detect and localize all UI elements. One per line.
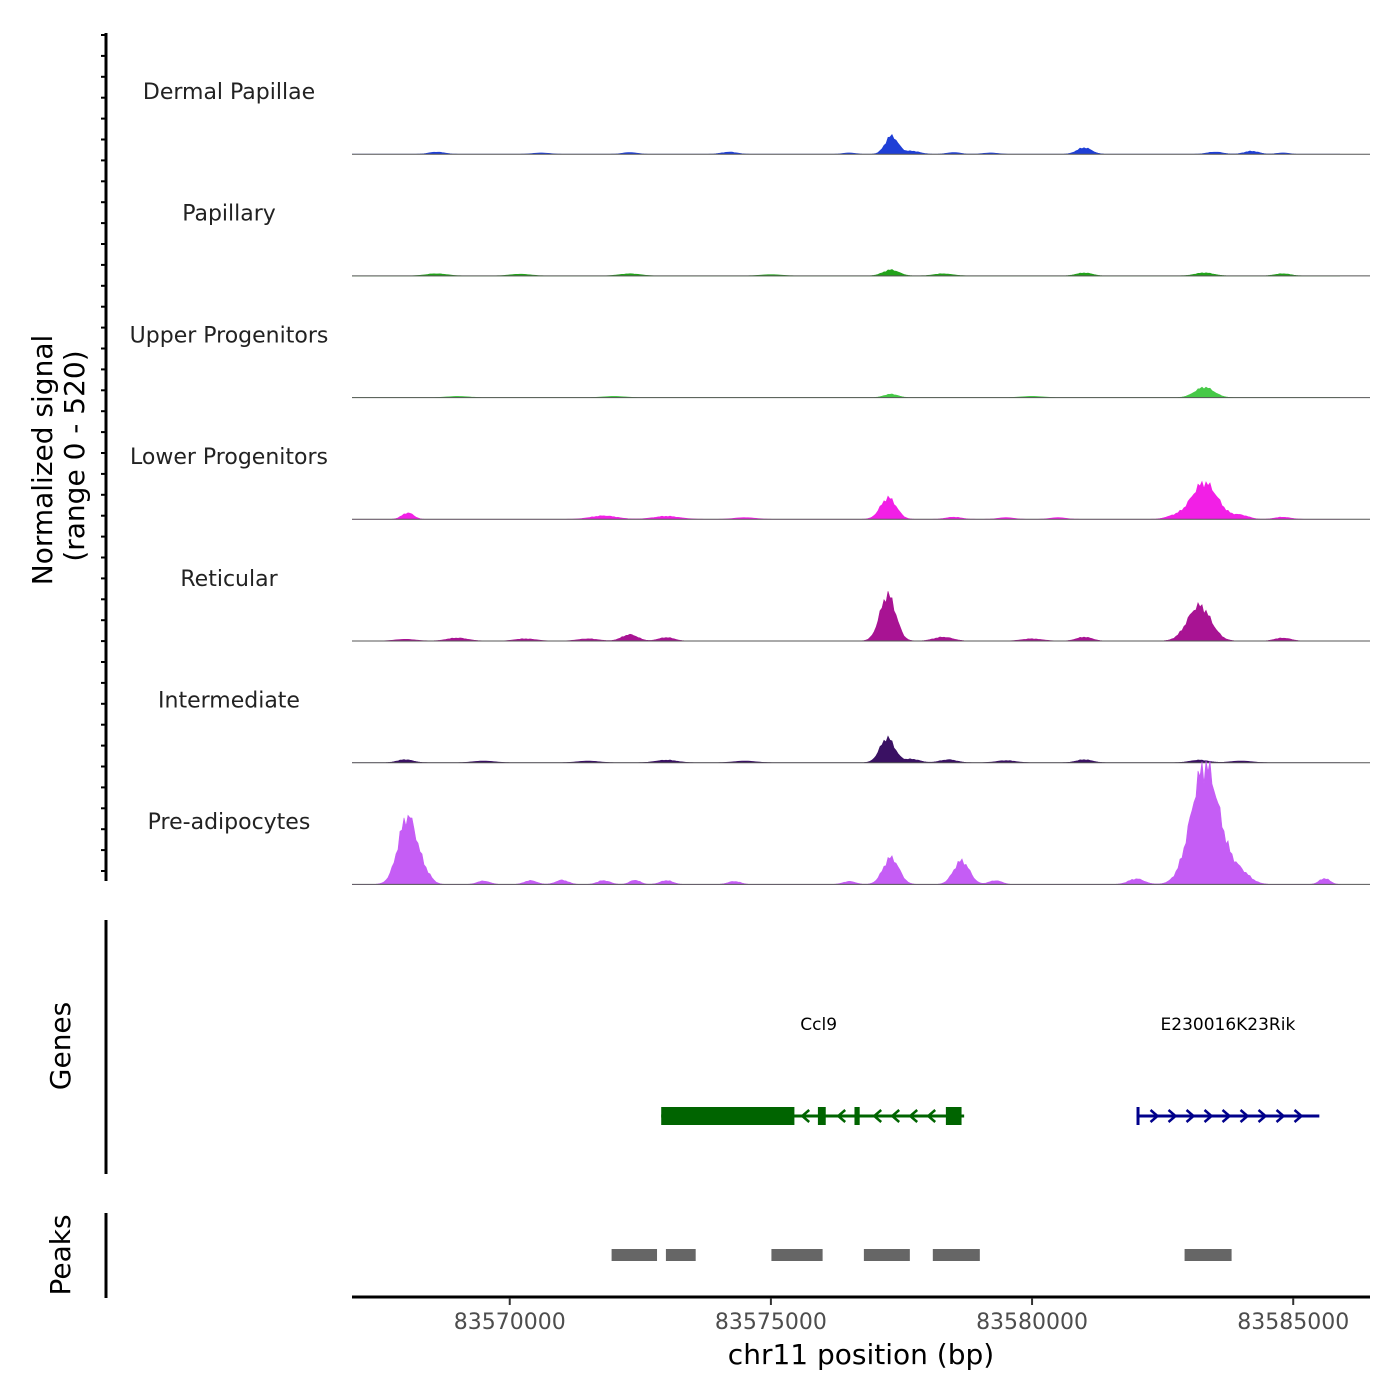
gene-annotations: Ccl9 E230016K23Rik (661, 1015, 1320, 1125)
gene-label: Ccl9 (800, 1015, 837, 1035)
strand-arrow (1203, 1109, 1214, 1123)
gene-ccl9: Ccl9 (661, 1015, 965, 1125)
strand-arrow (872, 1109, 883, 1123)
x-axis-label: chr11 position (bp) (728, 1338, 994, 1371)
track-signal-area (352, 591, 1340, 642)
gene-label: E230016K23Rik (1161, 1015, 1296, 1035)
track-lower-progenitors: Lower Progenitors (130, 445, 1370, 520)
strand-arrow (800, 1109, 811, 1123)
peak-region-bar (665, 1249, 696, 1261)
track-label: Intermediate (158, 689, 300, 714)
x-tick-label: 83570000 (454, 1310, 566, 1335)
strand-arrow (926, 1109, 937, 1123)
track-pre-adipocytes: Pre-adipocytes (148, 760, 1370, 885)
track-signal-area (352, 480, 1340, 520)
y-axis-label: Normalized signal (26, 335, 59, 586)
track-label: Pre-adipocytes (148, 810, 311, 835)
track-signal-area (352, 386, 1340, 398)
peak-region-bar (932, 1249, 980, 1261)
genes-panel-label: Genes (44, 1002, 77, 1090)
strand-arrow (1293, 1109, 1304, 1123)
strand-arrow (1257, 1109, 1268, 1123)
track-signal-area (352, 760, 1341, 885)
x-tick-label: 83575000 (715, 1310, 827, 1335)
peak-region-bar (863, 1249, 910, 1261)
strand-arrow (1149, 1109, 1160, 1123)
strand-arrow (1185, 1109, 1196, 1123)
track-label: Reticular (180, 567, 278, 592)
track-intermediate: Intermediate (158, 689, 1370, 764)
gene-exon (945, 1107, 962, 1125)
gene-exon (854, 1107, 860, 1125)
track-label: Papillary (182, 202, 276, 227)
gene-e230016k23rik: E230016K23Rik (1136, 1015, 1320, 1125)
track-label: Upper Progenitors (130, 323, 329, 348)
track-upper-progenitors: Upper Progenitors (130, 323, 1370, 399)
peaks-panel-label: Peaks (44, 1214, 77, 1295)
track-signal-area (352, 133, 1340, 155)
coverage-axis-ticks (101, 34, 106, 872)
y-axis-range-label: (range 0 - 520) (58, 350, 91, 561)
gene-exon (1136, 1107, 1140, 1125)
track-signal-area (352, 269, 1340, 277)
peak-region-bar (771, 1249, 823, 1261)
track-reticular: Reticular (180, 567, 1370, 642)
gene-exon (661, 1107, 795, 1125)
coverage-tracks: Dermal Papillae Papillary Upper Progenitor… (130, 80, 1370, 885)
track-papillary: Papillary (182, 202, 1370, 277)
track-signal-area (352, 735, 1340, 763)
strand-arrow (908, 1109, 919, 1123)
x-tick-label: 83580000 (976, 1310, 1088, 1335)
track-label: Dermal Papillae (143, 80, 315, 105)
strand-arrow (1275, 1109, 1286, 1123)
strand-arrow (836, 1109, 847, 1123)
x-axis-ticks: 83570000 83575000 83580000 83585000 (454, 1298, 1349, 1335)
gene-exon (817, 1107, 826, 1125)
strand-arrow (1239, 1109, 1250, 1123)
track-label: Lower Progenitors (130, 445, 328, 470)
strand-arrow (1167, 1109, 1178, 1123)
peak-regions (611, 1249, 1232, 1261)
strand-arrow (1221, 1109, 1232, 1123)
peak-region-bar (1184, 1249, 1232, 1261)
peak-region-bar (611, 1249, 658, 1261)
track-dermal-papillae: Dermal Papillae (143, 80, 1370, 155)
x-tick-label: 83585000 (1237, 1310, 1349, 1335)
strand-arrow (890, 1109, 901, 1123)
